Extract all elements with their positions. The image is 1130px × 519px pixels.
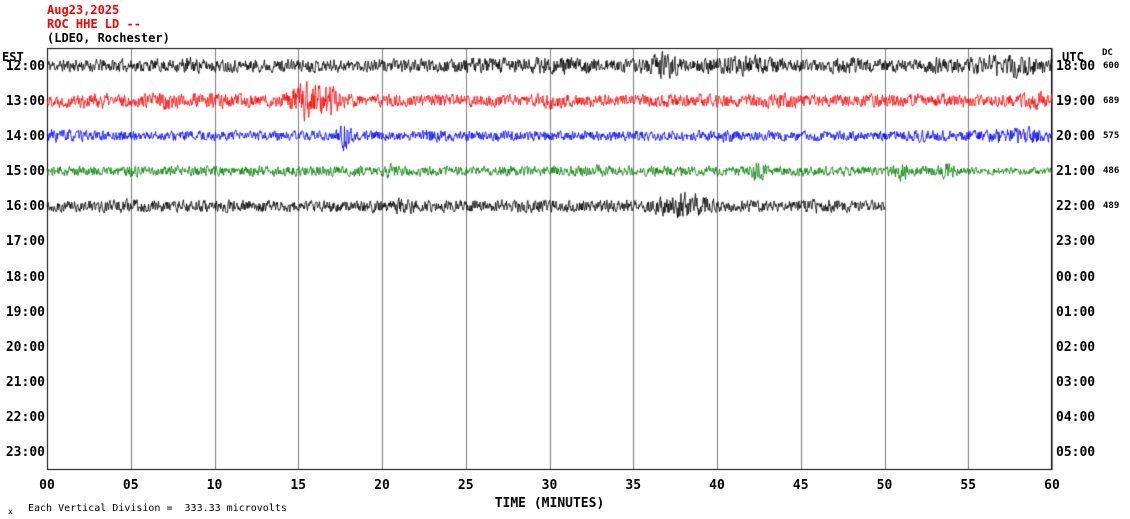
x-tick-label: 30 bbox=[541, 478, 558, 493]
dc-offset-value: 689 bbox=[1103, 95, 1120, 106]
est-time-label: 15:00 bbox=[5, 164, 45, 180]
utc-time-label: 02:00 bbox=[1056, 339, 1096, 355]
utc-time-label: 05:00 bbox=[1056, 445, 1096, 461]
est-time-label: 21:00 bbox=[5, 375, 45, 391]
est-time-label: 13:00 bbox=[5, 93, 45, 109]
utc-time-label: 00:00 bbox=[1056, 269, 1096, 285]
x-tick-label: 55 bbox=[960, 478, 977, 493]
utc-time-label: 04:00 bbox=[1056, 410, 1096, 426]
x-axis-title: TIME (MINUTES) bbox=[494, 496, 605, 511]
date-label: Aug23,2025 bbox=[47, 3, 120, 17]
x-tick-label: 10 bbox=[206, 478, 223, 493]
x-tick-label: 20 bbox=[374, 478, 390, 493]
est-axis-header: EST bbox=[2, 50, 24, 64]
utc-time-label: 23:00 bbox=[1056, 234, 1096, 250]
est-time-label: 17:00 bbox=[5, 234, 45, 250]
est-time-label: 20:00 bbox=[5, 339, 45, 355]
x-tick-label: 25 bbox=[457, 478, 474, 493]
dc-offset-value: 489 bbox=[1103, 201, 1120, 212]
network-label: (LDEO, Rochester) bbox=[47, 31, 170, 45]
est-time-label: 12:00 bbox=[5, 58, 45, 74]
station-label: ROC HHE LD -- bbox=[47, 17, 141, 31]
x-tick-label: 60 bbox=[1044, 478, 1060, 493]
est-time-label: 22:00 bbox=[5, 410, 45, 426]
x-tick-label: 40 bbox=[709, 478, 725, 493]
x-tick-label: 00 bbox=[39, 478, 55, 493]
dc-offset-value: 600 bbox=[1103, 60, 1120, 71]
dc-offset-value: 575 bbox=[1103, 130, 1120, 141]
x-tick-label: 35 bbox=[625, 478, 642, 493]
est-time-label: 14:00 bbox=[5, 128, 45, 144]
est-time-label: 23:00 bbox=[5, 445, 45, 461]
utc-time-label: 19:00 bbox=[1056, 93, 1096, 109]
utc-time-label: 18:00 bbox=[1056, 58, 1096, 74]
dc-offset-value: 486 bbox=[1103, 166, 1120, 177]
utc-time-label: 01:00 bbox=[1056, 304, 1096, 320]
est-time-label: 19:00 bbox=[5, 304, 45, 320]
x-tick-label: 45 bbox=[792, 478, 809, 493]
utc-time-label: 21:00 bbox=[1056, 164, 1096, 180]
x-tick-label: 50 bbox=[876, 478, 893, 493]
est-time-label: 18:00 bbox=[5, 269, 45, 285]
x-tick-label: 05 bbox=[122, 478, 139, 493]
utc-axis-header: UTC bbox=[1062, 50, 1084, 64]
scale-note: Each Vertical Division = 333.33 microvol… bbox=[28, 503, 287, 514]
utc-time-label: 03:00 bbox=[1056, 375, 1096, 391]
footnote-marker: x bbox=[8, 507, 13, 516]
est-time-label: 16:00 bbox=[5, 199, 45, 215]
x-tick-label: 15 bbox=[290, 478, 307, 493]
dc-axis-header: DC bbox=[1102, 48, 1113, 58]
utc-time-label: 20:00 bbox=[1056, 128, 1096, 144]
utc-time-label: 22:00 bbox=[1056, 199, 1096, 215]
